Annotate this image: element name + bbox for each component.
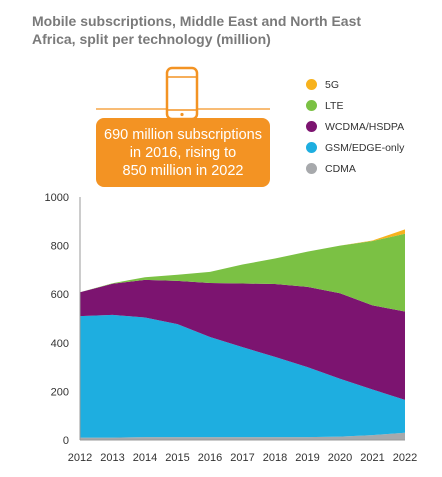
x-tick-labels: 2012 2013 2014 2015 2016 2017 2018 2019 2020 2021… [68, 452, 417, 464]
area-wcdma-hsdpa [80, 279, 405, 400]
chart-areas [80, 229, 405, 440]
smartphone-icon [96, 66, 270, 121]
x-tick-2012: 2012 [68, 452, 92, 464]
x-tick-2020: 2020 [328, 452, 352, 464]
y-tick-1000: 1000 [45, 192, 69, 204]
y-tick-200: 200 [51, 386, 69, 398]
chart-title: Mobile subscriptions, Middle East and No… [32, 13, 362, 47]
x-tick-2019: 2019 [295, 452, 319, 464]
legend-swatch-5g [306, 79, 317, 90]
callout-line-3: 850 million in 2022 [122, 162, 244, 179]
legend-item-lte: LTE [306, 95, 404, 116]
smartphone-body [165, 66, 199, 121]
area-cdma [80, 432, 405, 440]
callout-line-2: in 2016, rising to [129, 144, 237, 161]
legend-label-gsm-edge-only: GSM/EDGE-only [325, 141, 405, 154]
area-gsm-edge-only [80, 314, 405, 438]
y-tick-800: 800 [51, 241, 69, 253]
y-tick-600: 600 [51, 289, 69, 301]
x-tick-2014: 2014 [133, 452, 157, 464]
callout-box: 690 million subscriptions in 2016, risin… [96, 118, 270, 187]
legend-item-gsm-edge-only: GSM/EDGE-only [306, 137, 404, 158]
x-tick-2016: 2016 [198, 452, 222, 464]
legend-label-cdma: CDMA [325, 162, 356, 175]
chart-legend: 5G LTE WCDMA/HSDPA GSM/EDGE-only CDMA [306, 74, 404, 179]
x-tick-2015: 2015 [165, 452, 189, 464]
legend-label-5g: 5G [325, 78, 340, 91]
legend-label-wcdma-hsdpa: WCDMA/HSDPA [325, 120, 405, 133]
legend-swatch-lte [306, 100, 317, 111]
legend-swatch-wcdma-hsdpa [306, 121, 317, 132]
legend-item-cdma: CDMA [306, 158, 404, 179]
legend-item-wcdma-hsdpa: WCDMA/HSDPA [306, 116, 404, 137]
x-tick-2017: 2017 [230, 452, 254, 464]
legend-item-5g: 5G [306, 74, 404, 95]
legend-swatch-cdma [306, 163, 317, 174]
area-lte [80, 233, 405, 312]
x-tick-2021: 2021 [360, 452, 384, 464]
smartphone-button [180, 112, 184, 117]
legend-swatch-gsm-edge-only [306, 142, 317, 153]
x-tick-2018: 2018 [263, 452, 287, 464]
callout-line-1: 690 million subscriptions [104, 126, 262, 143]
y-tick-400: 400 [51, 338, 69, 350]
y-tick-0: 0 [63, 435, 69, 447]
y-tick-labels: 0 200 400 600 800 1000 [45, 192, 69, 447]
x-tick-2022: 2022 [393, 452, 417, 464]
legend-label-lte: LTE [325, 99, 344, 112]
x-tick-2013: 2013 [100, 452, 124, 464]
